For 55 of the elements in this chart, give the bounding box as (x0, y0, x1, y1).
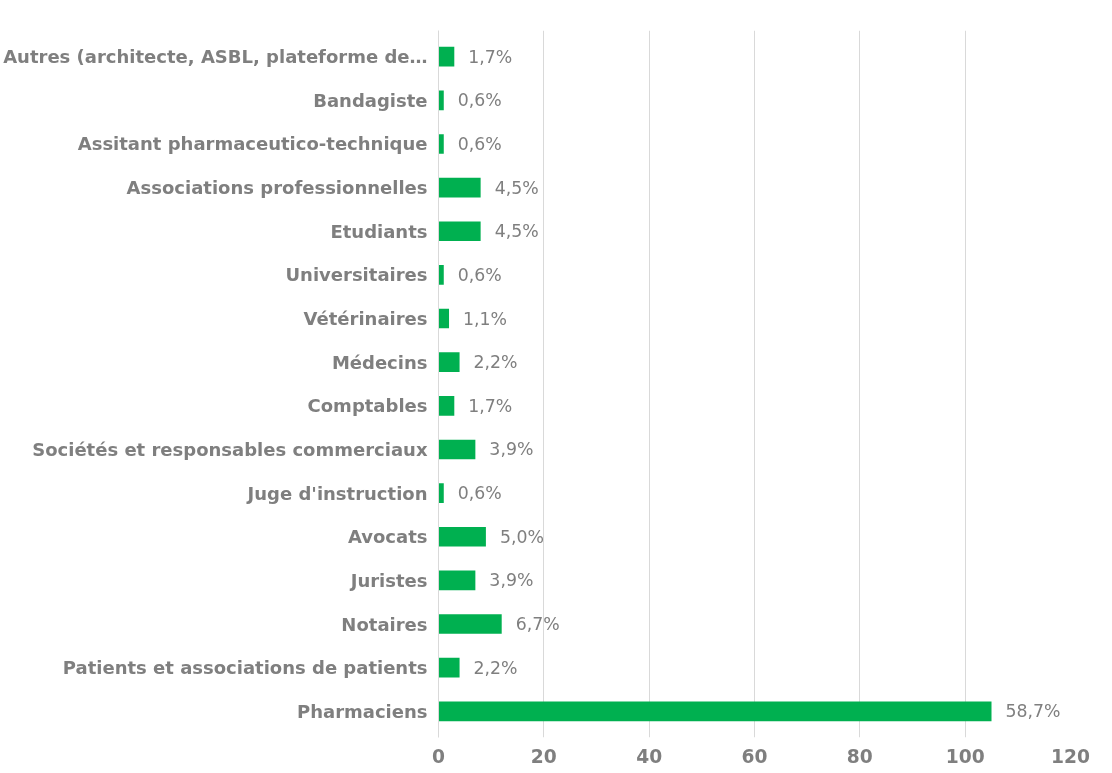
annotation: 4,5% (494, 221, 539, 242)
bar (438, 570, 476, 591)
y-tick-label: Patients et associations de patients (62, 657, 428, 679)
x-tick-label: 20 (530, 745, 557, 767)
annotation: 4,5% (494, 177, 539, 198)
bar (438, 46, 455, 67)
bar (438, 396, 455, 416)
y-tick-label: Notaires (341, 613, 428, 635)
x-tick-label: 100 (945, 745, 985, 767)
bar (438, 439, 476, 460)
bar (438, 265, 444, 285)
annotation: 58,7% (1005, 701, 1061, 722)
x-tick-label: 120 (1051, 745, 1090, 767)
y-tick-label: Vétérinaires (303, 308, 428, 330)
annotation: 0,6% (457, 133, 502, 154)
annotation: 3,9% (489, 439, 534, 460)
x-tick-label: 80 (846, 745, 873, 767)
y-tick-label: Assitant pharmaceutico-technique (77, 133, 428, 155)
bar (438, 177, 481, 198)
bar (438, 90, 444, 111)
annotation: 2,2% (473, 657, 518, 678)
y-tick-label: Sociétés et responsables commerciaux (32, 438, 428, 460)
annotation: 5,0% (499, 526, 544, 547)
y-tick-label: Associations professionnelles (126, 177, 428, 199)
bar (438, 657, 460, 678)
x-tick-label: 60 (741, 745, 768, 767)
bar (438, 308, 450, 329)
bar (438, 483, 444, 503)
annotation: 0,6% (457, 90, 502, 111)
annotation: 0,6% (457, 483, 502, 504)
y-tick-label: Autres (architecte, ASBL, plateforme de… (3, 46, 428, 68)
bar (438, 614, 502, 634)
y-tick-label: Juge d'instruction (245, 482, 428, 504)
bar (438, 701, 992, 722)
bar (438, 352, 460, 372)
y-tick-label: Pharmaciens (296, 700, 428, 722)
y-tick-label: Médecins (331, 351, 428, 373)
y-tick-label: Avocats (347, 526, 428, 548)
annotation: 1,7% (468, 46, 513, 67)
bar (438, 221, 481, 242)
annotation: 6,7% (515, 614, 560, 635)
annotation: 3,9% (489, 570, 534, 591)
x-tick-label: 40 (636, 745, 663, 767)
bar (438, 526, 486, 547)
annotation: 1,1% (463, 308, 508, 329)
annotation: 2,2% (473, 352, 518, 373)
y-tick-label: Universitaires (285, 264, 428, 286)
bar (438, 134, 444, 154)
y-tick-label: Etudiants (330, 220, 428, 242)
y-tick-label: Bandagiste (313, 89, 428, 111)
y-tick-label: Comptables (307, 395, 428, 417)
annotation: 1,7% (468, 395, 513, 416)
y-tick-label: Juristes (348, 569, 428, 591)
x-tick-label: 0 (432, 745, 446, 767)
annotation: 0,6% (457, 264, 502, 285)
